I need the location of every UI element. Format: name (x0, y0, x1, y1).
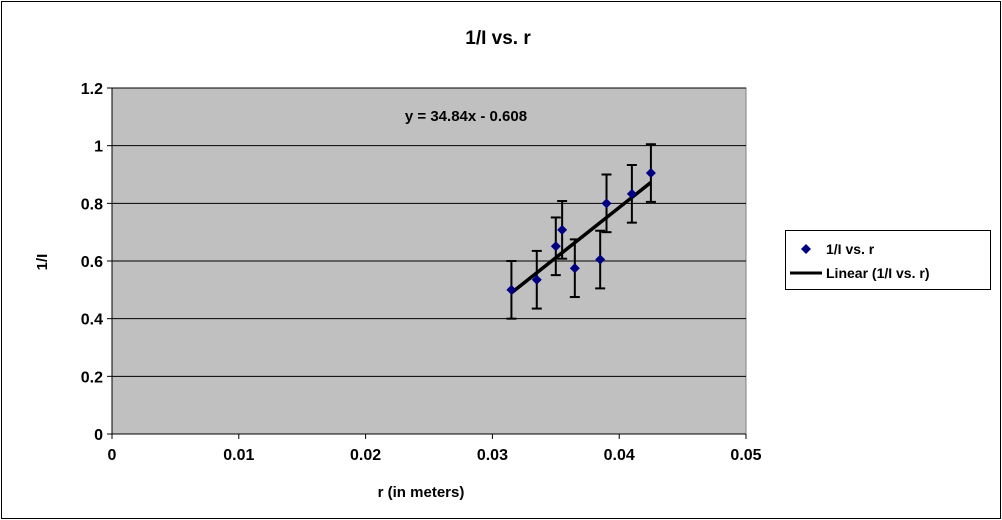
data-point (645, 168, 656, 179)
x-tick-label: 0.03 (477, 447, 508, 464)
data-point (550, 241, 561, 252)
chart-title: 1/I vs. r (465, 28, 531, 49)
y-tick-label: 0.2 (81, 369, 103, 386)
data-point (595, 254, 606, 265)
data-points (506, 168, 656, 295)
y-tick-label: 1 (94, 139, 103, 156)
y-tick-label: 1.2 (81, 81, 103, 98)
y-tick-label: 0 (94, 427, 103, 444)
line-marker-icon (790, 271, 822, 275)
y-tick-label: 0.4 (81, 312, 103, 329)
x-tick-label: 0.01 (223, 447, 254, 464)
diamond-marker-icon (801, 244, 811, 254)
x-tick-label: 0 (108, 447, 117, 464)
legend-label-trendline: Linear (1/I vs. r) (826, 265, 930, 281)
y-axis-label: 1/I (34, 254, 51, 271)
legend-item-trendline: Linear (1/I vs. r) (786, 263, 929, 283)
legend-label-series: 1/I vs. r (826, 241, 875, 257)
x-axis-ticks: 0 0.01 0.02 0.03 0.04 0.05 (108, 433, 762, 464)
data-point (569, 263, 580, 274)
trendline (510, 180, 652, 295)
y-tick-label: 0.8 (81, 196, 103, 213)
data-point (531, 274, 542, 285)
x-tick-label: 0.05 (730, 447, 761, 464)
x-axis-label: r (in meters) (378, 484, 465, 501)
y-tick-label: 0.6 (81, 254, 103, 271)
data-point (626, 188, 637, 199)
data-point (506, 284, 517, 295)
data-point (557, 224, 568, 235)
y-axis-ticks: 0 0.2 0.4 0.6 0.8 1 1.2 (81, 81, 113, 444)
trendline-equation: y = 34.84x - 0.608 (405, 108, 527, 125)
legend: 1/I vs. r Linear (1/I vs. r) (785, 230, 991, 290)
x-tick-label: 0.02 (350, 447, 381, 464)
legend-item-series: 1/I vs. r (786, 239, 874, 259)
data-point (601, 198, 612, 209)
x-tick-label: 0.04 (604, 447, 635, 464)
gridlines (112, 87, 746, 377)
